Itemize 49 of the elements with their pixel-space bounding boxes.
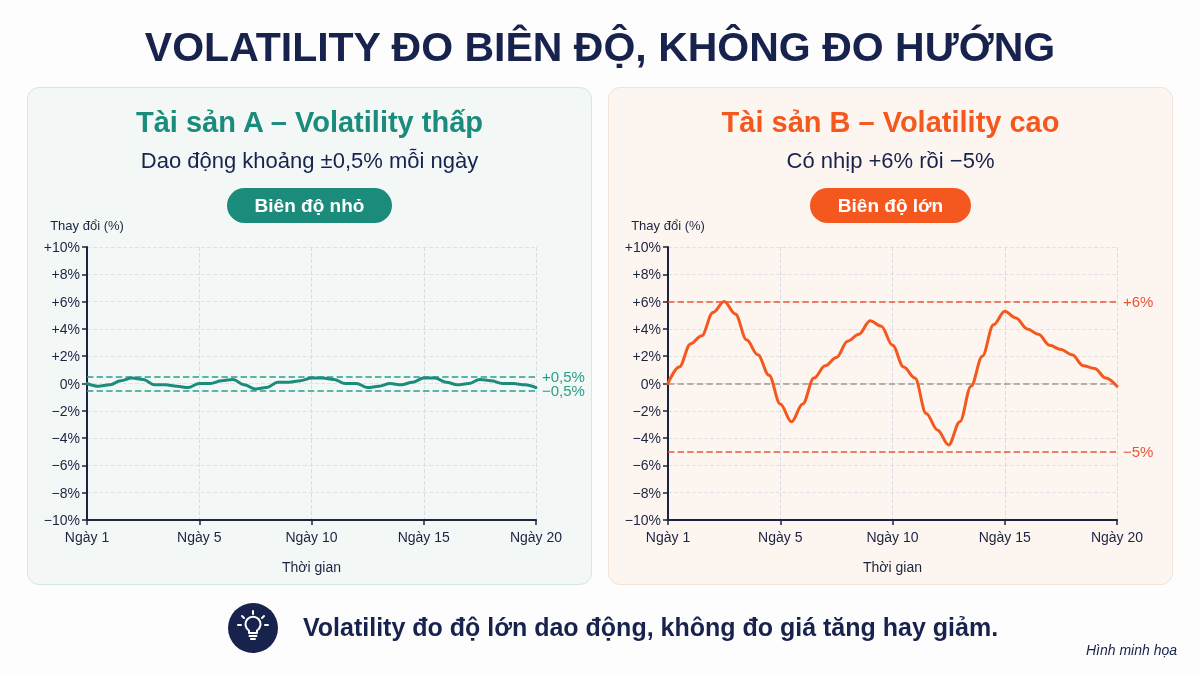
x-tick-label: Ngày 5 [758,529,803,545]
y-tick-label: +6% [51,293,80,310]
x-tick-label: Ngày 10 [866,529,919,545]
x-tick-label: Ngày 5 [177,529,222,545]
x-axis-title: Thời gian [282,559,341,575]
y-tick-label: −4% [632,430,661,447]
chart-title: Tài sản B – Volatility cao [720,105,1061,140]
y-tick-label: −4% [51,430,80,447]
y-tick-label: −8% [632,484,661,501]
x-tick-label: Ngày 20 [509,529,563,545]
x-tick-label: Ngày 15 [397,529,451,545]
y-tick-label: −2% [51,402,80,419]
text: Biên độ nhỏ [226,188,393,223]
y-tick-label: −6% [632,457,661,474]
y-tick-label: +10% [624,239,661,255]
x-tick-label: Ngày 1 [645,529,691,545]
chart-subtitle: Có nhịp +6% rồi −5% [785,147,996,175]
ref-line-label: +6% [1123,293,1154,311]
text: VOLATILITY ĐO BIÊN ĐỘ, KHÔNG ĐO HƯỚNG [143,23,1057,72]
y-tick-label: −2% [632,402,661,419]
x-tick-label: Ngày 15 [978,529,1032,545]
text: Volatility đo độ lớn dao động, không đo giá tăng hay giảm. [303,612,999,642]
x-tick-label: Ngày 1 [64,529,110,545]
y-tick-label: −10% [624,512,661,528]
y-tick-label: +4% [632,320,661,337]
y-tick-label: +8% [632,266,661,283]
x-tick-label: Ngày 10 [285,529,338,545]
ref-line-label: −5% [1123,443,1154,461]
text: Hình minh họa [1085,641,1177,659]
line-series [666,300,1119,447]
y-tick-label: +8% [51,266,80,283]
y-tick-label: −6% [51,457,80,474]
y-tick-label: +10% [43,239,80,255]
chart-title: Tài sản A – Volatility thấp [135,105,484,140]
text: Biên độ lớn [809,188,972,223]
y-axis-title: Thay đổi (%) [50,218,124,233]
y-tick-label: +2% [51,348,80,365]
y-tick-label: −10% [43,512,80,528]
y-tick-label: 0% [640,375,661,392]
line-series [85,376,538,391]
y-axis-title: Thay đổi (%) [631,218,705,233]
y-tick-label: 0% [59,375,80,392]
x-axis-title: Thời gian [863,559,922,575]
y-tick-label: +6% [632,293,661,310]
y-tick-label: −8% [51,484,80,501]
x-tick-label: Ngày 20 [1090,529,1144,545]
chart-subtitle: Dao động khoảng ±0,5% mỗi ngày [139,147,480,175]
y-tick-label: +4% [51,320,80,337]
y-tick-label: +2% [632,348,661,365]
